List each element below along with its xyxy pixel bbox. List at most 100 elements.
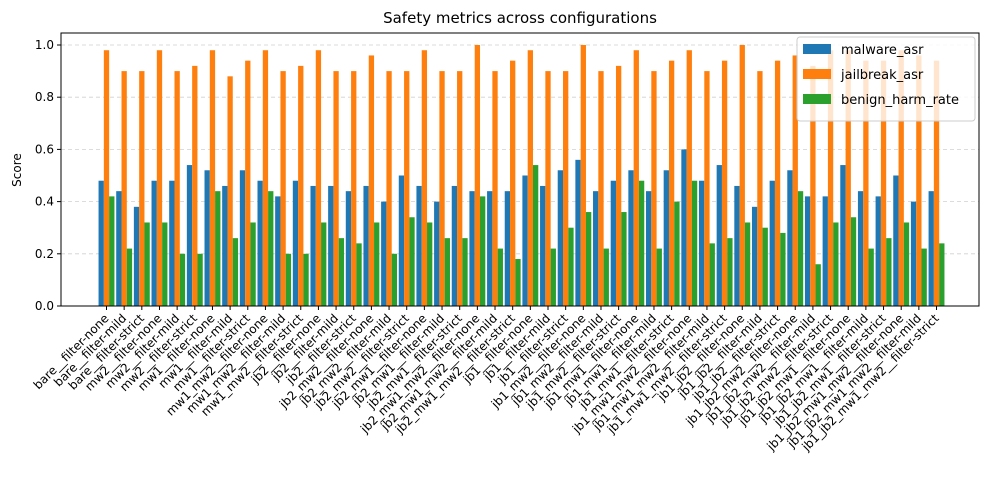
y-tick-label: 1.0 [35, 38, 54, 52]
bar-benign_harm_rate [780, 232, 786, 306]
bar-jailbreak_asr [315, 50, 322, 306]
bar-malware_asr [928, 191, 934, 306]
legend-swatch [803, 69, 831, 79]
bar-malware_asr [151, 180, 157, 306]
bar-malware_asr [716, 165, 722, 306]
bar-jailbreak_asr [933, 60, 940, 306]
bar-benign_harm_rate [480, 196, 486, 306]
bar-malware_asr [434, 201, 440, 306]
legend-label: benign_harm_rate [841, 93, 959, 108]
bar-malware_asr [840, 165, 846, 306]
bar-jailbreak_asr [298, 65, 304, 306]
y-tick-label: 0.8 [35, 90, 54, 104]
bar-jailbreak_asr [262, 50, 269, 306]
bar-malware_asr [681, 149, 687, 306]
bar-benign_harm_rate [727, 238, 733, 306]
bar-benign_harm_rate [815, 264, 821, 306]
bar-jailbreak_asr [351, 71, 357, 306]
legend-swatch [803, 94, 831, 104]
bar-malware_asr [292, 180, 299, 306]
bar-malware_asr [628, 170, 634, 306]
bar-jailbreak_asr [474, 45, 481, 306]
bar-jailbreak_asr [368, 55, 375, 306]
bar-malware_asr [363, 185, 369, 306]
bar-jailbreak_asr [404, 71, 410, 306]
bar-jailbreak_asr [633, 50, 639, 306]
bar-benign_harm_rate [903, 222, 910, 306]
bar-benign_harm_rate [709, 243, 715, 306]
bar-malware_asr [822, 196, 828, 306]
bar-benign_harm_rate [462, 238, 468, 306]
bar-malware_asr [910, 201, 917, 306]
legend-label: jailbreak_asr [840, 68, 924, 83]
bar-benign_harm_rate [532, 165, 539, 306]
bar-malware_asr [98, 180, 104, 306]
bar-malware_asr [893, 175, 899, 306]
bar-malware_asr [116, 191, 122, 306]
bar-jailbreak_asr [757, 71, 763, 306]
bar-jailbreak_asr [174, 71, 180, 306]
bar-malware_asr [328, 185, 334, 306]
bar-jailbreak_asr [227, 76, 233, 306]
bar-malware_asr [646, 191, 652, 306]
bar-jailbreak_asr [209, 50, 216, 306]
bar-benign_harm_rate [391, 253, 398, 306]
bar-benign_harm_rate [550, 248, 556, 306]
legend-swatch [803, 44, 831, 54]
bar-malware_asr [804, 196, 811, 306]
bar-malware_asr [575, 159, 581, 306]
bar-benign_harm_rate [179, 253, 186, 306]
bar-malware_asr [557, 170, 564, 306]
bar-malware_asr [222, 185, 228, 306]
bar-benign_harm_rate [444, 238, 450, 306]
bar-malware_asr [769, 180, 775, 306]
bar-jailbreak_asr [421, 50, 428, 306]
bar-jailbreak_asr [103, 50, 110, 306]
bar-benign_harm_rate [921, 248, 927, 306]
bar-benign_harm_rate [833, 222, 839, 306]
bar-malware_asr [345, 191, 352, 306]
bar-malware_asr [504, 191, 511, 306]
bar-jailbreak_asr [492, 71, 498, 306]
bar-benign_harm_rate [427, 222, 433, 306]
chart-title: Safety metrics across configurations [383, 9, 657, 27]
bar-benign_harm_rate [303, 253, 309, 306]
bar-benign_harm_rate [674, 201, 680, 306]
bar-benign_harm_rate [656, 248, 662, 306]
bar-jailbreak_asr [139, 71, 145, 306]
legend-label: malware_asr [841, 43, 924, 58]
bar-malware_asr [487, 191, 493, 306]
bar-benign_harm_rate [250, 222, 256, 306]
bar-jailbreak_asr [563, 71, 569, 306]
bar-benign_harm_rate [797, 191, 804, 306]
bar-jailbreak_asr [774, 60, 781, 306]
y-tick-label: 0.6 [35, 142, 54, 156]
bar-benign_harm_rate [144, 222, 150, 306]
bar-jailbreak_asr [880, 60, 887, 306]
bar-jailbreak_asr [615, 65, 622, 306]
bar-malware_asr [416, 185, 422, 306]
bar-jailbreak_asr [439, 71, 445, 306]
bar-benign_harm_rate [850, 217, 857, 306]
bar-benign_harm_rate [762, 227, 768, 306]
bar-benign_harm_rate [126, 248, 133, 306]
bar-malware_asr [133, 206, 140, 306]
bar-benign_harm_rate [162, 222, 168, 306]
bar-malware_asr [310, 185, 316, 306]
bar-jailbreak_asr [863, 60, 869, 306]
bar-malware_asr [663, 170, 669, 306]
bar-malware_asr [875, 196, 881, 306]
bar-jailbreak_asr [121, 71, 127, 306]
bar-jailbreak_asr [686, 50, 692, 306]
bar-malware_asr [857, 191, 864, 306]
bar-jailbreak_asr [386, 71, 392, 306]
bar-malware_asr [169, 180, 175, 306]
bar-benign_harm_rate [868, 248, 874, 306]
bar-jailbreak_asr [704, 71, 710, 306]
bar-benign_harm_rate [939, 243, 945, 306]
bar-malware_asr [734, 185, 740, 306]
bar-malware_asr [540, 185, 546, 306]
bar-malware_asr [398, 175, 405, 306]
bar-benign_harm_rate [109, 196, 115, 306]
